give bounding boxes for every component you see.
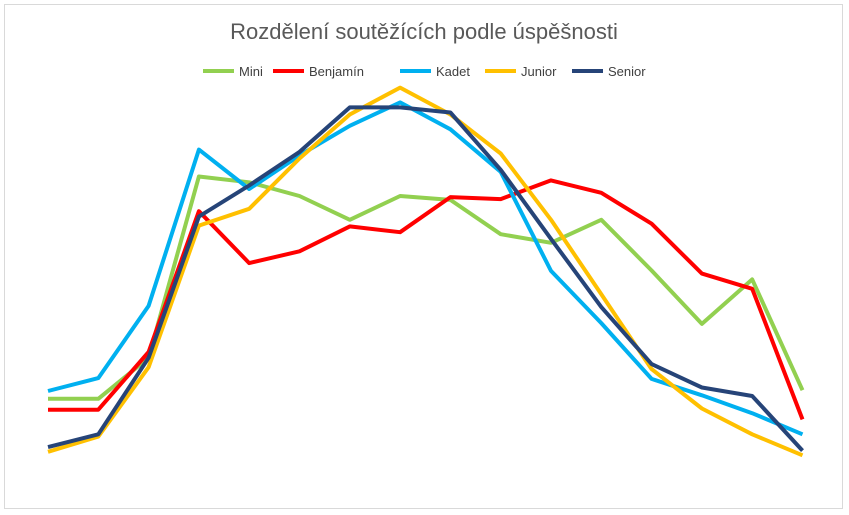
series-line-senior xyxy=(47,105,804,452)
legend-label-mini: Mini xyxy=(239,64,263,79)
legend: Mini Benjamín Kadet Junior Senior xyxy=(203,64,646,79)
series-line-junior xyxy=(47,85,804,458)
legend-label-senior: Senior xyxy=(608,64,646,79)
legend-item-benjamin: Benjamín xyxy=(273,64,364,79)
legend-label-benjamin: Benjamín xyxy=(309,64,364,79)
legend-item-kadet: Kadet xyxy=(400,64,470,79)
legend-item-senior: Senior xyxy=(572,64,646,79)
chart-title: Rozdělení soutěžících podle úspěšnosti xyxy=(230,19,618,44)
legend-label-junior: Junior xyxy=(521,64,557,79)
legend-item-junior: Junior xyxy=(485,64,557,79)
plot-area xyxy=(47,85,805,458)
legend-item-mini: Mini xyxy=(203,64,263,79)
series-line-mini xyxy=(48,174,805,401)
chart-area xyxy=(4,4,843,509)
series-line-kadet xyxy=(47,100,804,437)
legend-label-kadet: Kadet xyxy=(436,64,470,79)
